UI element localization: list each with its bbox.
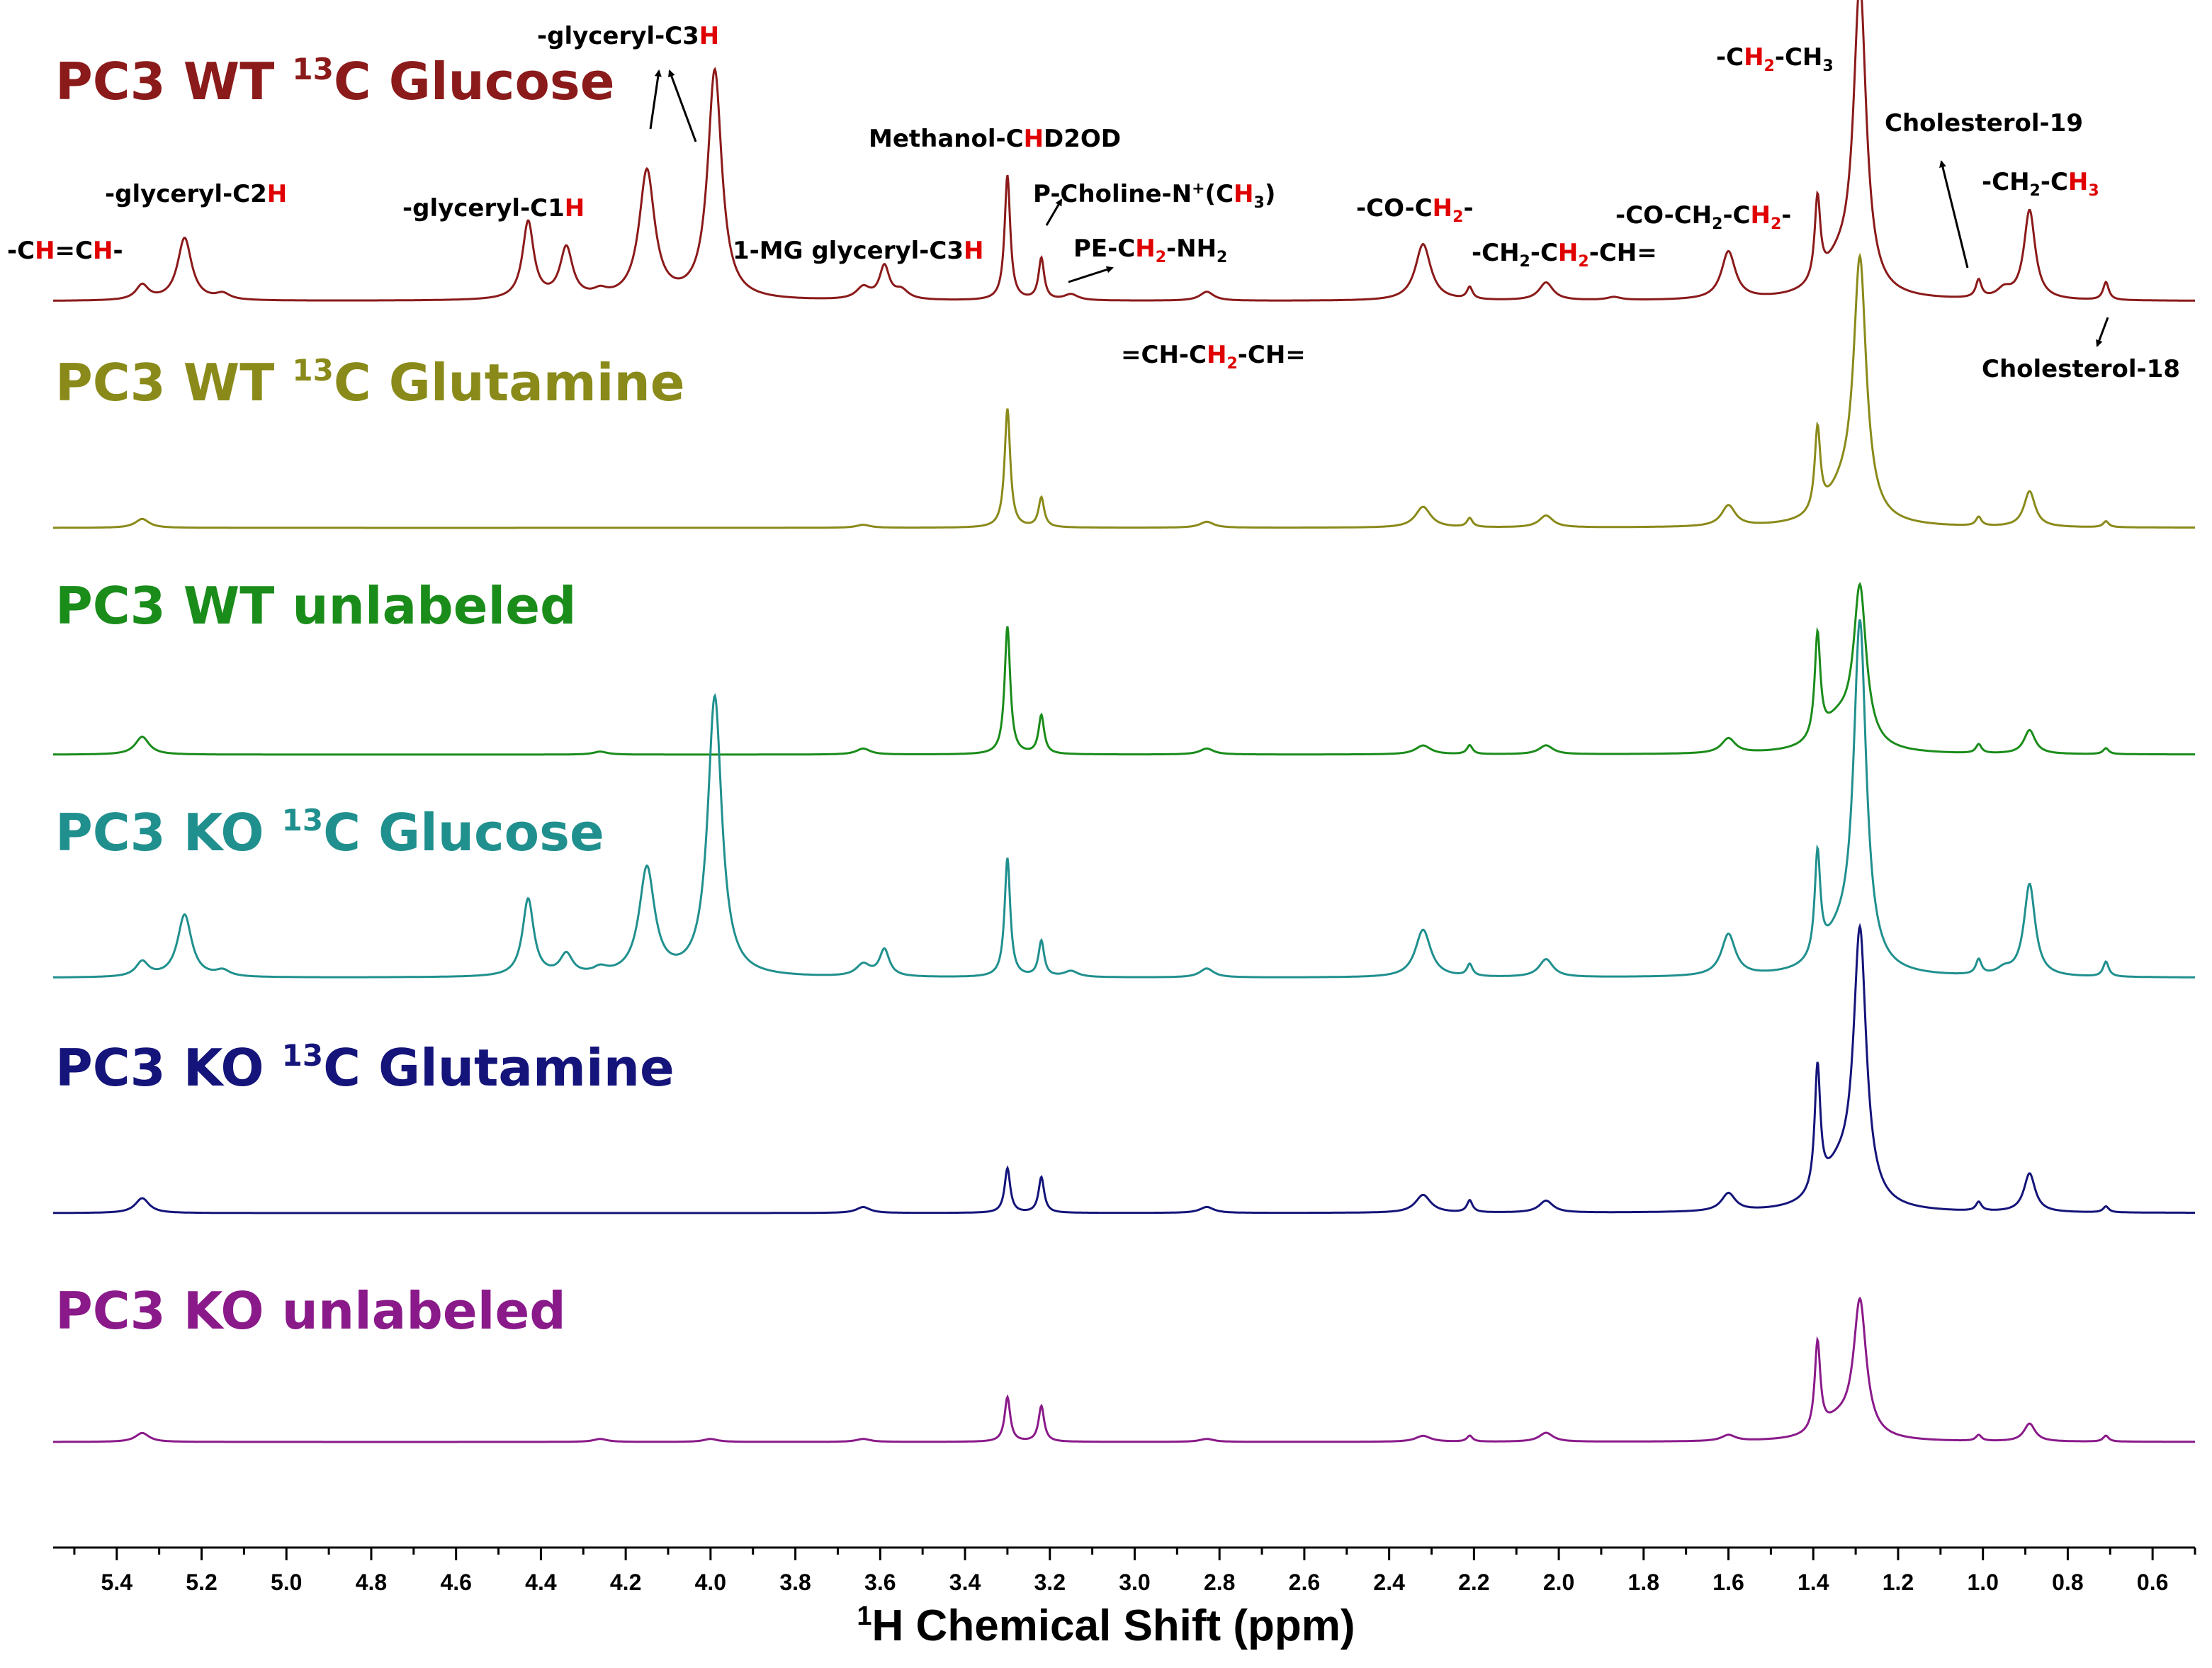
arrow-glyceryl-c3-a — [649, 69, 662, 130]
ann-ch2-ch3-b: -CH2-CH3 — [1982, 168, 2099, 200]
ann-glyceryl-c3h: -glyceryl-C3H — [537, 22, 719, 50]
x-tick-label: 5.0 — [271, 1570, 302, 1595]
series-title-1: PC3 WT 13C Glucose — [55, 52, 615, 111]
x-tick-label: 3.6 — [864, 1570, 896, 1595]
x-tick-label: 2.2 — [1458, 1570, 1489, 1595]
ann-cholesterol-18: Cholesterol-18 — [1982, 355, 2180, 383]
spectrum-line-2 — [53, 252, 2195, 529]
x-axis-title-sup: 1 — [857, 1601, 871, 1631]
arrow-cholesterol-18 — [2096, 317, 2109, 347]
x-tick-label: 2.0 — [1543, 1570, 1574, 1595]
ann-methanol: Methanol-CHD2OD — [869, 125, 1121, 153]
x-tick-label: 1.4 — [1798, 1570, 1829, 1595]
x-tick-label: 1.8 — [1628, 1570, 1659, 1595]
spectrum-line-1 — [53, 0, 2195, 302]
series-title-6: PC3 KO unlabeled — [55, 1281, 566, 1341]
series-titles: PC3 WT 13C Glucose PC3 WT 13C Glutamine PC… — [55, 52, 685, 1341]
series-title-4: PC3 KO 13C Glucose — [55, 803, 604, 862]
x-axis: 5.4 5.2 5.0 4.8 4.6 4.4 4.2 4.0 3.8 3.6 3.4 3.2 3.0 2… — [53, 1546, 2196, 1595]
x-tick-label: 4.8 — [356, 1570, 387, 1595]
spectra-group — [53, 0, 2195, 1443]
ann-1mg-glyceryl-c3h: 1-MG glyceryl-C3H — [733, 237, 984, 265]
ann-ch-ch2-ch: =CH-CH2-CH= — [1121, 341, 1306, 373]
x-tick-label: 3.0 — [1119, 1570, 1150, 1595]
x-axis-title-main: H Chemical Shift (ppm) — [872, 1601, 1355, 1650]
ann-cholesterol-19: Cholesterol-19 — [1885, 109, 2083, 137]
series-title-2: PC3 WT 13C Glutamine — [55, 353, 685, 412]
arrow-cholesterol-19 — [1939, 160, 1969, 269]
x-tick-label: 4.4 — [525, 1570, 557, 1595]
spectrum-line-3 — [53, 582, 2195, 756]
series-title-3: PC3 WT unlabeled — [55, 576, 577, 636]
x-tick-label: 0.6 — [2137, 1570, 2168, 1595]
x-tick-label: 1.6 — [1712, 1570, 1744, 1595]
x-tick-label: 4.0 — [695, 1570, 726, 1595]
ann-glyceryl-c1h: -glyceryl-C1H — [402, 194, 585, 222]
x-tick-label: 0.8 — [2052, 1570, 2083, 1595]
series-title-5: PC3 KO 13C Glutamine — [55, 1038, 675, 1098]
x-tick-label: 4.2 — [610, 1570, 641, 1595]
ann-glyceryl-c2h: -glyceryl-C2H — [105, 180, 287, 208]
ann-co-ch2: -CO-CH2- — [1356, 194, 1474, 226]
annotation-arrows — [649, 69, 2109, 347]
ann-p-choline: P-Choline-N+(CH3) — [1033, 180, 1275, 212]
ann-ch-ch: -CH=CH- — [7, 237, 123, 265]
x-tick-label: 2.6 — [1289, 1570, 1320, 1595]
ann-ch2-ch2-ch: -CH2-CH2-CH= — [1472, 239, 1657, 271]
x-tick-label: 2.8 — [1204, 1570, 1235, 1595]
ann-pe-ch2-nh2: PE-CH2-NH2 — [1073, 235, 1227, 266]
x-tick-label: 3.8 — [779, 1570, 811, 1595]
x-tick-label: 2.4 — [1373, 1570, 1405, 1595]
x-tick-label: 1.0 — [1967, 1570, 1998, 1595]
spectrum-line-5 — [53, 923, 2195, 1215]
arrow-p-choline — [1045, 198, 1063, 226]
ann-ch2-ch3-a: -CH2-CH3 — [1716, 43, 1834, 75]
arrow-pe-ch2 — [1068, 266, 1114, 283]
arrow-glyceryl-c3-b — [668, 69, 697, 142]
x-tick-label: 5.2 — [186, 1570, 217, 1595]
spectrum-line-4 — [53, 619, 2195, 979]
x-tick-label: 3.2 — [1034, 1570, 1066, 1595]
x-tick-label: 5.4 — [101, 1570, 133, 1595]
spectrum-line-6 — [53, 1296, 2195, 1443]
peak-annotations: -CH=CH- -glyceryl-C2H -glyceryl-C1H -glycer… — [7, 22, 2180, 383]
ann-co-ch2-ch2: -CO-CH2-CH2- — [1615, 201, 1791, 233]
x-tick-label: 1.2 — [1883, 1570, 1914, 1595]
x-tick-label: 4.6 — [440, 1570, 471, 1595]
x-axis-title: 1H Chemical Shift (ppm) — [857, 1601, 1355, 1650]
x-tick-label: 3.4 — [949, 1570, 981, 1595]
